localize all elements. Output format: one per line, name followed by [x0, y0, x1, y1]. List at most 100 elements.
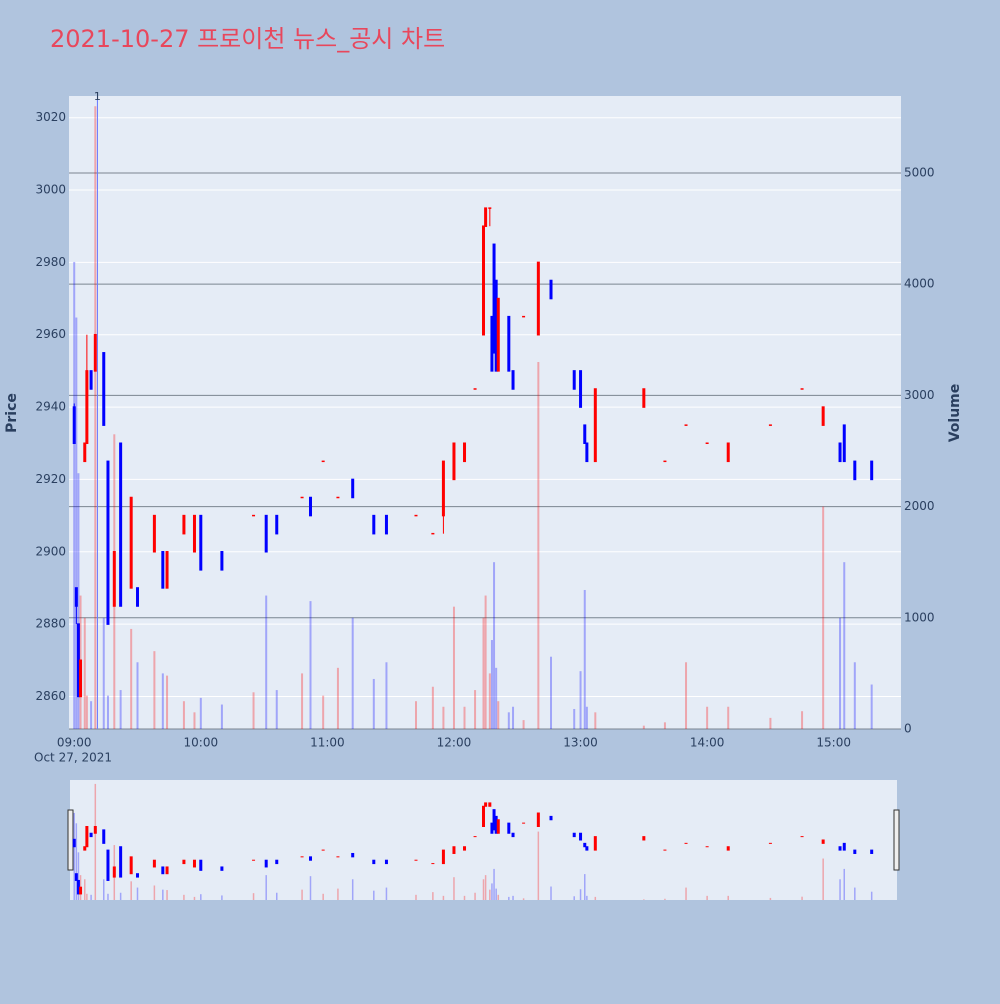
slider-candle-body [536, 812, 540, 828]
volume-bar [73, 261, 76, 729]
candle-body [106, 460, 110, 625]
slider-candle-body [482, 805, 485, 828]
candle-body [182, 514, 186, 535]
slider-volume-bar [77, 852, 80, 900]
volume-bar [727, 706, 730, 729]
slider-volume-bar [586, 895, 588, 900]
candle-body [536, 261, 540, 336]
slider-candle-body [74, 873, 78, 881]
slider-volume-bar [512, 895, 514, 900]
slider-candle-body [321, 849, 325, 851]
slider-volume-bar [252, 893, 255, 900]
slider-volume-bar [301, 889, 303, 900]
candle-body [275, 514, 279, 535]
slider-volume-bar [276, 892, 278, 900]
slider-candle-body [593, 836, 597, 851]
slider-volume-bar [415, 894, 417, 900]
volume-bar [275, 690, 278, 729]
candle-body [705, 442, 709, 444]
candle-body [496, 297, 500, 372]
y-tick-label: 2960 [35, 327, 66, 341]
volume-bar [663, 722, 666, 729]
range-handle[interactable] [893, 809, 900, 871]
slider-candle-body [431, 863, 435, 865]
candle-body [473, 388, 477, 390]
candle-body [152, 514, 156, 553]
slider-candle-body [583, 842, 587, 848]
candle-body [161, 551, 165, 589]
candle-body [129, 496, 133, 589]
volume-bar [583, 589, 586, 729]
y-tick-label: 3000 [35, 183, 66, 197]
candle-body [726, 442, 730, 463]
volume-bar [507, 712, 510, 729]
candle-body [507, 315, 511, 372]
volume-bar [336, 667, 339, 729]
slider-candle-body [441, 849, 445, 865]
slider-volume-bar [221, 895, 223, 900]
candle-body [165, 551, 169, 589]
volume-bar [490, 640, 493, 729]
x-tick-label: 09:00 [57, 736, 92, 750]
candle-body [663, 460, 667, 463]
slider-volume-bar [870, 891, 873, 900]
volume-bar [685, 662, 688, 729]
volume-bar [193, 712, 196, 729]
slider-candle-body [507, 822, 511, 834]
candle-body [384, 514, 388, 535]
slider-volume-bar [491, 883, 493, 900]
slider-candle-body [452, 846, 456, 854]
candle-body [492, 243, 496, 354]
slider-candle-body [800, 836, 804, 838]
volume-bar [843, 562, 846, 729]
y-tick-label: 2900 [35, 544, 66, 558]
candle-body [490, 315, 494, 372]
volume-bar [136, 662, 139, 729]
slider-volume-bar [385, 887, 388, 900]
slider-candle-body [511, 832, 515, 838]
volume-bar [537, 362, 540, 729]
x-tick-label: 11:00 [310, 736, 345, 750]
candle-body [585, 442, 589, 463]
volume-bar [493, 562, 496, 729]
x-tick-label: 15:00 [816, 736, 851, 750]
volume-bar [870, 684, 873, 729]
slider-candle-body [585, 846, 589, 851]
slider-volume-bar [193, 896, 196, 900]
y-tick-label: 2940 [35, 400, 66, 414]
volume-bar [463, 706, 466, 729]
slider-candle-body [119, 846, 123, 878]
slider-volume-bar [843, 868, 846, 900]
y2-tick-label: 0 [904, 722, 912, 736]
y2-axis-title: Volume [947, 384, 963, 443]
slider-volume-bar [373, 890, 375, 900]
candle-body [484, 207, 488, 227]
candle-body [119, 442, 123, 607]
slider-candle-body [83, 846, 87, 851]
slider-candle-body [488, 802, 492, 807]
volume-bar [853, 662, 856, 729]
volume-bar [252, 692, 255, 729]
y-tick-label: 2980 [35, 255, 66, 269]
slider-candle-body [663, 849, 667, 851]
slider-volume-bar [579, 889, 582, 900]
candle-body [593, 388, 597, 463]
slider-candle-body [129, 856, 133, 875]
slider-candle-body [870, 849, 874, 854]
candle-body [72, 406, 76, 444]
candle-body [583, 424, 587, 444]
candle-body [853, 460, 857, 481]
volume-bar [130, 628, 133, 729]
volume-bar [488, 673, 491, 729]
slider-candle-body [572, 832, 576, 838]
plot-area [69, 96, 901, 729]
slider-candle-body [79, 886, 83, 895]
slider-volume-bar [573, 896, 575, 900]
volume-bar [769, 717, 772, 729]
candle-body [79, 659, 83, 698]
slider-volume-bar [801, 896, 803, 900]
candle-body [452, 442, 456, 481]
slider-volume-bar [664, 898, 666, 900]
volume-bar [442, 706, 445, 729]
range-handle[interactable] [67, 809, 74, 871]
